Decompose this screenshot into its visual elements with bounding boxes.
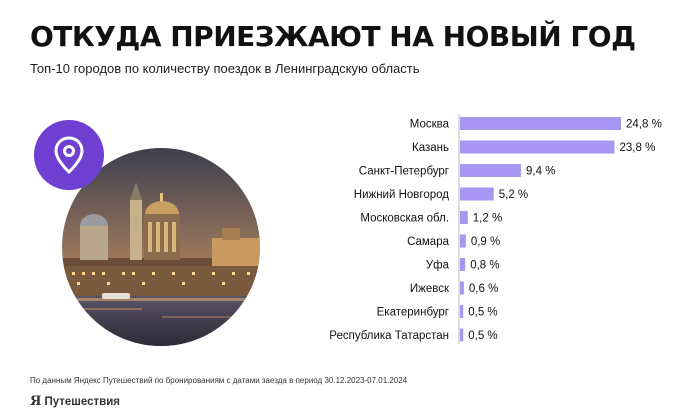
value-label: 5,2 %	[499, 189, 528, 201]
value-label: 0,5 %	[468, 330, 497, 342]
logo-mark: Я	[30, 394, 42, 409]
category-label: Москва	[410, 119, 450, 131]
logo-text: Путешествия	[44, 395, 121, 408]
location-pin-icon	[54, 136, 84, 175]
category-label: Санкт-Петербург	[359, 166, 449, 178]
category-label: Ижевск	[410, 283, 450, 295]
location-pin-badge	[34, 120, 104, 190]
category-label: Московская обл.	[360, 213, 449, 225]
bar	[460, 328, 464, 342]
footnote: По данным Яндекс Путешествий по брониров…	[30, 376, 408, 385]
category-label: Уфа	[426, 260, 450, 272]
bar	[460, 117, 621, 130]
city-photo-image	[62, 148, 260, 346]
value-label: 24,8 %	[626, 119, 662, 131]
bar	[460, 281, 464, 295]
page-subtitle: Топ-10 городов по количеству поездок в Л…	[30, 61, 420, 76]
value-label: 0,6 %	[469, 283, 498, 295]
bar	[460, 164, 522, 177]
category-label: Казань	[412, 142, 449, 154]
value-label: 23,8 %	[620, 142, 656, 154]
city-photo	[34, 120, 260, 346]
category-label: Республика Татарстан	[329, 330, 449, 342]
category-label: Самара	[407, 236, 450, 248]
category-label: Екатеринбург	[377, 307, 449, 319]
bar	[460, 187, 494, 201]
bar	[460, 258, 466, 271]
value-label: 0,5 %	[468, 307, 497, 319]
bar	[460, 140, 615, 154]
value-label: 1,2 %	[473, 213, 502, 225]
bar	[460, 234, 466, 248]
yandex-travel-logo: Я Путешествия	[30, 394, 120, 409]
page-title: ОТКУДА ПРИЕЗЖАЮТ НА НОВЫЙ ГОД	[30, 20, 636, 53]
value-label: 0,9 %	[471, 236, 500, 248]
value-label: 0,8 %	[470, 260, 499, 272]
value-label: 9,4 %	[526, 166, 555, 178]
bar	[460, 211, 468, 224]
category-label: Нижний Новгород	[354, 189, 450, 201]
bar	[460, 305, 464, 318]
